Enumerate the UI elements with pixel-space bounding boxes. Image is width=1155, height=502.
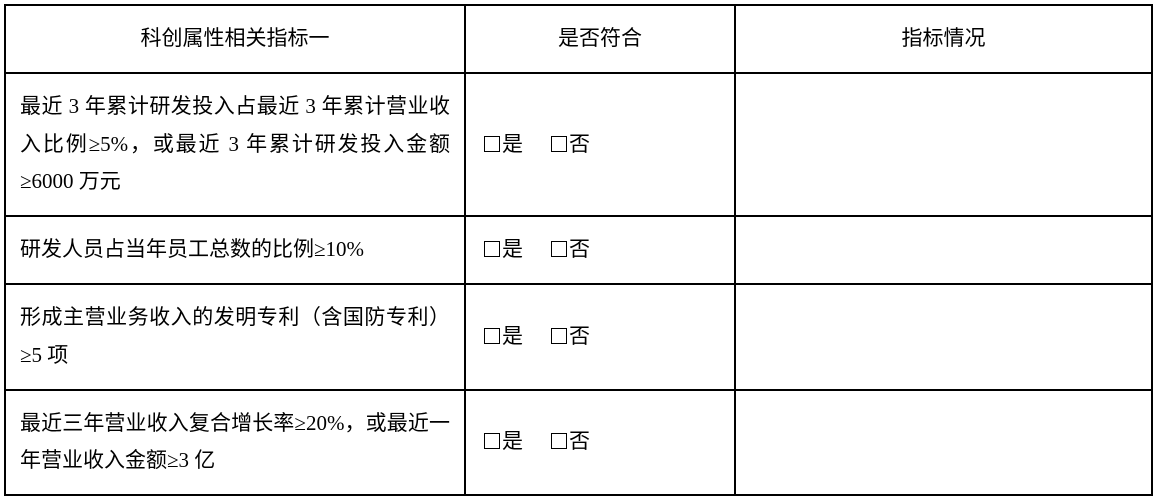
status-cell <box>735 284 1152 390</box>
checkbox-no-label: 否 <box>569 324 590 348</box>
checkbox-yes-label: 是 <box>502 132 523 156</box>
checkbox-no[interactable] <box>551 433 567 449</box>
compliance-cell: 是否 <box>465 390 735 496</box>
checkbox-yes-label: 是 <box>502 429 523 453</box>
table-header-row: 科创属性相关指标一 是否符合 指标情况 <box>5 5 1152 73</box>
criterion-cell: 形成主营业务收入的发明专利（含国防专利）≥5 项 <box>5 284 465 390</box>
checkbox-no[interactable] <box>551 241 567 257</box>
checkbox-no-label: 否 <box>569 237 590 261</box>
checkbox-yes[interactable] <box>484 433 500 449</box>
checkbox-yes-label: 是 <box>502 237 523 261</box>
table-row: 最近三年营业收入复合增长率≥20%，或最近一年营业收入金额≥3 亿 是否 <box>5 390 1152 496</box>
compliance-cell: 是否 <box>465 284 735 390</box>
table-row: 研发人员占当年员工总数的比例≥10% 是否 <box>5 216 1152 284</box>
status-cell <box>735 216 1152 284</box>
checkbox-no-label: 否 <box>569 429 590 453</box>
table-row: 形成主营业务收入的发明专利（含国防专利）≥5 项 是否 <box>5 284 1152 390</box>
checkbox-yes-label: 是 <box>502 324 523 348</box>
status-cell <box>735 390 1152 496</box>
compliance-cell: 是否 <box>465 216 735 284</box>
col-header-compliance: 是否符合 <box>465 5 735 73</box>
checkbox-no[interactable] <box>551 136 567 152</box>
table-row: 最近 3 年累计研发投入占最近 3 年累计营业收入比例≥5%，或最近 3 年累计… <box>5 73 1152 216</box>
checkbox-no-label: 否 <box>569 132 590 156</box>
checkbox-yes[interactable] <box>484 328 500 344</box>
checkbox-no[interactable] <box>551 328 567 344</box>
status-cell <box>735 73 1152 216</box>
criterion-cell: 最近三年营业收入复合增长率≥20%，或最近一年营业收入金额≥3 亿 <box>5 390 465 496</box>
criterion-cell: 最近 3 年累计研发投入占最近 3 年累计营业收入比例≥5%，或最近 3 年累计… <box>5 73 465 216</box>
compliance-cell: 是否 <box>465 73 735 216</box>
checkbox-yes[interactable] <box>484 136 500 152</box>
criterion-cell: 研发人员占当年员工总数的比例≥10% <box>5 216 465 284</box>
col-header-criterion: 科创属性相关指标一 <box>5 5 465 73</box>
col-header-status: 指标情况 <box>735 5 1152 73</box>
indicator-table: 科创属性相关指标一 是否符合 指标情况 最近 3 年累计研发投入占最近 3 年累… <box>4 4 1153 496</box>
checkbox-yes[interactable] <box>484 241 500 257</box>
